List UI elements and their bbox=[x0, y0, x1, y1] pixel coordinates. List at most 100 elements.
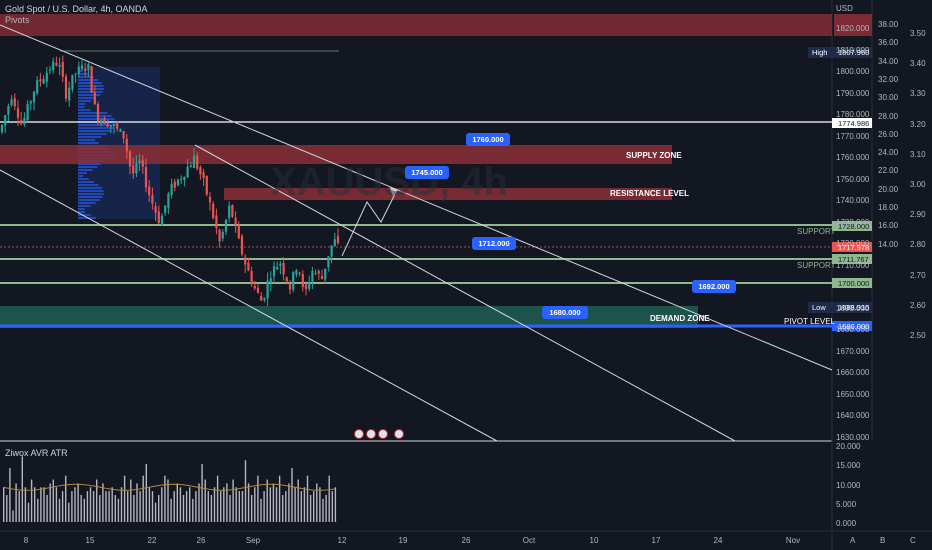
candle[interactable] bbox=[304, 281, 308, 296]
demand-zone[interactable] bbox=[0, 306, 698, 328]
candle[interactable] bbox=[45, 66, 48, 88]
callout-1692[interactable]: 1692.000 bbox=[692, 280, 736, 293]
candle[interactable] bbox=[148, 180, 151, 202]
candle[interactable] bbox=[0, 124, 4, 135]
candle[interactable] bbox=[122, 130, 125, 144]
candle[interactable] bbox=[295, 268, 298, 278]
candle[interactable] bbox=[288, 280, 292, 295]
top-supply-band[interactable] bbox=[0, 14, 832, 36]
candle[interactable] bbox=[196, 152, 199, 171]
candle[interactable] bbox=[167, 191, 170, 214]
candle[interactable] bbox=[250, 266, 253, 287]
candle[interactable] bbox=[189, 162, 192, 168]
candle[interactable] bbox=[103, 116, 106, 125]
candle[interactable] bbox=[112, 121, 116, 134]
candle[interactable] bbox=[141, 155, 144, 174]
candle[interactable] bbox=[26, 100, 29, 123]
candle[interactable] bbox=[314, 269, 317, 276]
candle[interactable] bbox=[327, 256, 330, 272]
callout-1745[interactable]: 1745.000 bbox=[405, 166, 449, 179]
callout-1712[interactable]: 1712.000 bbox=[472, 237, 516, 250]
candle[interactable] bbox=[48, 65, 52, 75]
candle[interactable] bbox=[276, 261, 279, 270]
candle[interactable] bbox=[298, 271, 301, 277]
candle[interactable] bbox=[74, 72, 77, 83]
candle[interactable] bbox=[183, 176, 186, 187]
candle[interactable] bbox=[132, 157, 135, 180]
candle[interactable] bbox=[128, 150, 132, 175]
candle[interactable] bbox=[202, 168, 205, 187]
candle[interactable] bbox=[68, 81, 71, 107]
candle[interactable] bbox=[116, 121, 119, 132]
symbol-title[interactable]: Gold Spot / U.S. Dollar, 4h, OANDA bbox=[5, 4, 148, 14]
candle[interactable] bbox=[260, 292, 263, 301]
candle[interactable] bbox=[266, 272, 269, 306]
candle[interactable] bbox=[119, 128, 122, 133]
candle[interactable] bbox=[109, 125, 112, 134]
candle[interactable] bbox=[71, 74, 74, 93]
candle[interactable] bbox=[192, 148, 196, 169]
candle[interactable] bbox=[269, 271, 272, 292]
candle[interactable] bbox=[125, 133, 128, 160]
callout-1680[interactable]: 1680.000 bbox=[542, 306, 588, 319]
us-flag-icon[interactable] bbox=[378, 429, 388, 439]
candle[interactable] bbox=[218, 228, 221, 248]
candle[interactable] bbox=[263, 297, 266, 303]
candle[interactable] bbox=[135, 155, 138, 178]
candle[interactable] bbox=[144, 158, 148, 193]
candle[interactable] bbox=[77, 61, 80, 78]
candle[interactable] bbox=[13, 93, 16, 111]
candle[interactable] bbox=[61, 55, 64, 83]
candle[interactable] bbox=[87, 62, 90, 77]
candle[interactable] bbox=[160, 213, 164, 226]
atr-title[interactable]: Ziwox AVR ATR bbox=[5, 448, 68, 458]
candle[interactable] bbox=[234, 211, 237, 233]
channel-lower[interactable] bbox=[0, 169, 498, 442]
candle[interactable] bbox=[336, 228, 340, 245]
candle[interactable] bbox=[247, 257, 250, 272]
candle[interactable] bbox=[64, 73, 68, 102]
resistance-zone[interactable] bbox=[224, 188, 672, 200]
candle[interactable] bbox=[333, 232, 336, 247]
candle[interactable] bbox=[311, 266, 314, 289]
candle[interactable] bbox=[16, 100, 20, 127]
candle[interactable] bbox=[256, 283, 260, 294]
callout-1760[interactable]: 1760.000 bbox=[466, 133, 510, 146]
candle[interactable] bbox=[285, 276, 288, 285]
candle[interactable] bbox=[4, 114, 7, 134]
candle[interactable] bbox=[282, 257, 285, 281]
candle[interactable] bbox=[205, 175, 208, 197]
candle[interactable] bbox=[29, 100, 32, 111]
candle[interactable] bbox=[23, 112, 26, 127]
candle[interactable] bbox=[253, 281, 256, 291]
candle[interactable] bbox=[180, 175, 183, 184]
candle[interactable] bbox=[10, 95, 13, 108]
candle[interactable] bbox=[106, 119, 109, 128]
candle[interactable] bbox=[96, 101, 100, 126]
candle[interactable] bbox=[186, 158, 189, 179]
candle[interactable] bbox=[90, 65, 93, 93]
candle[interactable] bbox=[170, 178, 173, 199]
channel-middle[interactable] bbox=[194, 144, 736, 442]
candle[interactable] bbox=[7, 103, 10, 122]
candle[interactable] bbox=[154, 202, 157, 222]
candle[interactable] bbox=[138, 153, 141, 171]
candle[interactable] bbox=[228, 201, 231, 223]
candle[interactable] bbox=[151, 187, 154, 210]
candle[interactable] bbox=[176, 178, 180, 187]
candle[interactable] bbox=[215, 208, 218, 235]
candle[interactable] bbox=[93, 85, 96, 106]
candle[interactable] bbox=[157, 205, 160, 225]
candle[interactable] bbox=[320, 269, 324, 280]
candle[interactable] bbox=[164, 205, 167, 217]
channel-upper[interactable] bbox=[0, 24, 833, 371]
candle[interactable] bbox=[330, 245, 333, 264]
candle[interactable] bbox=[39, 72, 42, 87]
us-flag-icon[interactable] bbox=[354, 429, 364, 439]
candle[interactable] bbox=[173, 178, 176, 192]
candle[interactable] bbox=[279, 261, 282, 275]
candle[interactable] bbox=[80, 57, 84, 72]
us-flag-icon[interactable] bbox=[366, 429, 376, 439]
candle[interactable] bbox=[231, 204, 234, 219]
